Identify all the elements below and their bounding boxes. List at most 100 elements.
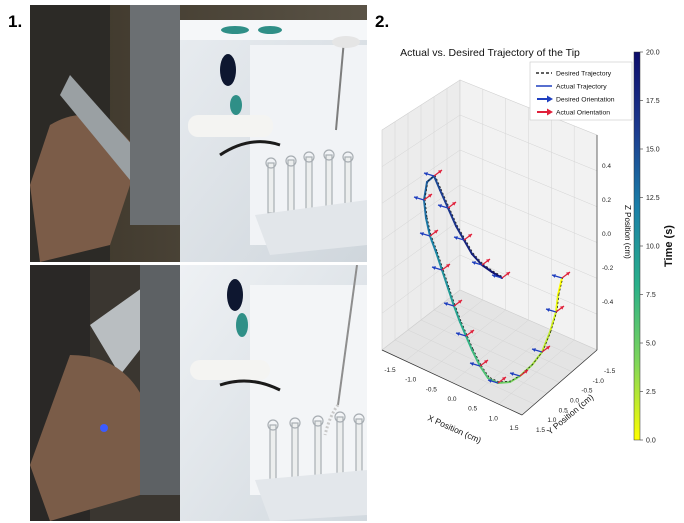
legend-label: Actual Trajectory bbox=[556, 84, 607, 91]
x-tick-label: 1.5 bbox=[509, 425, 518, 432]
z-axis-label: Z Position (cm) bbox=[623, 205, 632, 259]
actual-trajectory-segment bbox=[557, 277, 563, 296]
actual-trajectory-segment bbox=[463, 239, 473, 255]
x-axis-line bbox=[381, 349, 523, 416]
actual-trajectory-segment bbox=[549, 311, 557, 333]
actual-trajectory-segment bbox=[425, 217, 431, 237]
desired-trajectory-segment bbox=[456, 224, 466, 240]
actual-trajectory-segment bbox=[441, 269, 449, 289]
desired-trajectory-segment bbox=[448, 206, 458, 226]
colorbar-gradient bbox=[633, 51, 641, 441]
actual-trajectory-segment bbox=[429, 235, 437, 253]
colorbar-label: Time (s) bbox=[663, 225, 675, 267]
colorbar-tick-label: 2.5 bbox=[646, 389, 656, 396]
z-tick-label: 0.4 bbox=[602, 163, 611, 170]
trajectory-3d-plot: Actual vs. Desired Trajectory of the Tip… bbox=[381, 47, 675, 446]
desired-trajectory-segment bbox=[448, 286, 456, 306]
desired-trajectory-segment bbox=[426, 216, 432, 236]
desired-trajectory-segment bbox=[460, 320, 468, 336]
legend-label: Actual Orientation bbox=[556, 110, 610, 117]
actual-trajectory-segment bbox=[555, 294, 559, 313]
actual-trajectory-segment bbox=[455, 225, 465, 241]
colorbar: 20.0 17.5 15.0 12.5 10.0 7.5 5.0 2.5 0.0 Time (s… bbox=[633, 50, 675, 445]
handheld-probe-photo-icon bbox=[30, 265, 367, 521]
desired-trajectory-segment bbox=[556, 293, 560, 312]
x-tick-label: 0.5 bbox=[468, 406, 477, 413]
desired-trajectory-segment bbox=[550, 310, 558, 332]
y-tick-label: -1.0 bbox=[593, 378, 605, 385]
z-tick-labels: 0.4 0.2 0.0 -0.2 -0.4 bbox=[602, 163, 614, 306]
x-tick-label: -1.0 bbox=[405, 377, 417, 384]
desired-trajectory-segment bbox=[427, 174, 436, 182]
x-tick-labels: -1.5 -1.0 -0.5 0.0 0.5 1.0 1.5 bbox=[384, 367, 518, 432]
y-axis-line bbox=[521, 349, 598, 416]
colorbar-tick-label: 12.5 bbox=[646, 195, 660, 202]
actual-trajectory-segment bbox=[433, 175, 441, 191]
colorbar-tick-label: 0.0 bbox=[646, 438, 656, 445]
legend-label: Desired Orientation bbox=[556, 97, 615, 104]
colorbar-tick-label: 15.0 bbox=[646, 147, 660, 154]
desired-trajectory-segment bbox=[472, 252, 484, 265]
y-tick-label: 0.0 bbox=[570, 398, 579, 405]
colorbar-tick-label: 10.0 bbox=[646, 244, 660, 251]
actual-trajectory-segment bbox=[479, 365, 489, 379]
desired-trajectory-segment bbox=[472, 348, 482, 366]
actual-trajectory-segment bbox=[453, 305, 461, 323]
panel-2-label: 2. bbox=[375, 12, 390, 31]
desired-trajectory-segment bbox=[454, 304, 462, 322]
chart-title: Actual vs. Desired Trajectory of the Tip bbox=[400, 47, 580, 59]
photo-bottom bbox=[30, 265, 367, 521]
desired-trajectory-segment bbox=[558, 276, 564, 295]
y-tick-label: -1.5 bbox=[604, 368, 616, 375]
desired-trajectory-segment bbox=[532, 350, 544, 365]
z-tick-label: 0.2 bbox=[602, 197, 611, 204]
desired-trajectory-segment bbox=[424, 198, 428, 218]
actual-trajectory-segment bbox=[459, 321, 467, 337]
desired-trajectory-segment bbox=[436, 250, 444, 270]
desired-trajectory-segment bbox=[464, 238, 474, 254]
y-tick-label: 1.0 bbox=[547, 417, 556, 424]
colorbar-tick-label: 20.0 bbox=[646, 50, 660, 57]
desired-trajectory-segment bbox=[434, 174, 442, 190]
legend: Desired Trajectory Actual Trajectory Desir… bbox=[529, 61, 633, 121]
actual-trajectory-segment bbox=[447, 207, 457, 227]
z-tick-label: 0.0 bbox=[602, 231, 611, 238]
orientation-arrows bbox=[413, 169, 571, 384]
y-tick-label: 1.5 bbox=[536, 427, 545, 434]
legend-label: Desired Trajectory bbox=[556, 71, 612, 78]
panel-1-label: 1. bbox=[8, 12, 23, 31]
desired-trajectory-segment bbox=[424, 180, 429, 200]
desired-trajectory-segment bbox=[542, 330, 552, 352]
actual-trajectory-segment bbox=[439, 189, 449, 209]
gridlines bbox=[381, 88, 598, 405]
actual-trajectory-segment bbox=[481, 264, 493, 273]
actual-trajectory-segment bbox=[465, 335, 473, 351]
x-tick-label: 1.0 bbox=[489, 415, 498, 422]
actual-trajectory-segment bbox=[471, 349, 481, 367]
actual-trajectory-segment bbox=[447, 287, 455, 307]
x-tick-label: 0.0 bbox=[447, 396, 456, 403]
desired-trajectory-segment bbox=[430, 234, 438, 252]
colorbar-tick-label: 17.5 bbox=[646, 98, 660, 105]
colorbar-tick-label: 7.5 bbox=[646, 292, 656, 299]
y-tick-label: 0.5 bbox=[559, 407, 568, 414]
desired-trajectory-segment bbox=[466, 334, 474, 350]
desired-trajectory-segment bbox=[480, 364, 490, 378]
y-tick-label: -0.5 bbox=[581, 388, 593, 395]
desired-trajectory-segment bbox=[442, 268, 450, 288]
x-axis-label: X Position (cm) bbox=[426, 413, 483, 446]
y-tick-labels: 1.51.00.50.0-0.5-1.0 -1.5 bbox=[536, 368, 616, 434]
x-tick-label: -1.5 bbox=[384, 367, 396, 374]
desired-trajectory-segment bbox=[488, 376, 500, 383]
actual-trajectory-segment bbox=[497, 381, 511, 384]
actual-trajectory-segment bbox=[423, 199, 427, 219]
actual-trajectory-segment bbox=[509, 375, 521, 383]
photo-top bbox=[30, 5, 367, 262]
z-tick-label: -0.4 bbox=[602, 299, 614, 306]
actual-trajectory-segment bbox=[435, 251, 443, 271]
desired-trajectory-segment bbox=[492, 270, 504, 278]
handheld-probe-photo-icon bbox=[30, 5, 367, 262]
z-tick-label: -0.2 bbox=[602, 265, 614, 272]
actual-trajectory-segment bbox=[471, 253, 483, 266]
trajectory-lines bbox=[423, 174, 564, 384]
